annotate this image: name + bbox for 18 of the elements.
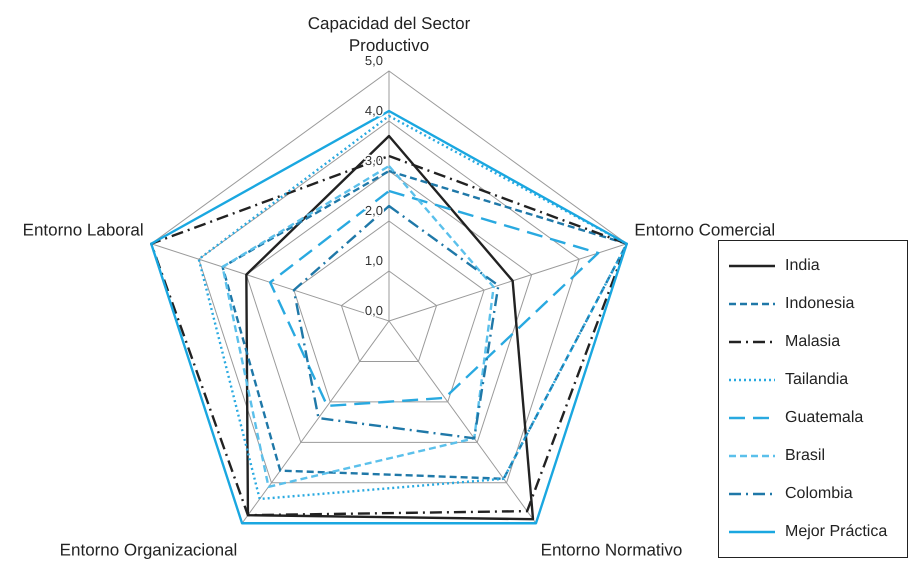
- legend-label: Colombia: [785, 485, 853, 503]
- legend-label: Brasil: [785, 447, 826, 465]
- y-tick-label: 5,0: [364, 53, 383, 68]
- legend-label: Malasia: [785, 333, 840, 351]
- y-tick-label: 4,0: [364, 103, 383, 118]
- spoke-label: Capacidad del Sector Productivo: [308, 14, 471, 55]
- y-tick-label: 1,0: [364, 253, 383, 268]
- y-tick-label: 2,0: [364, 203, 383, 218]
- legend-label: Guatemala: [785, 409, 864, 427]
- spoke-label: Entorno Laboral: [22, 220, 144, 240]
- spoke-label: Entorno Organizacional: [60, 540, 238, 560]
- legend-label: Indonesia: [785, 295, 854, 313]
- spoke-label: Entorno Comercial: [634, 220, 776, 240]
- legend-label: Mejor Práctica: [785, 523, 888, 541]
- y-tick-label: 0,0: [364, 303, 383, 318]
- legend-label: Tailandia: [785, 371, 848, 389]
- legend-label: India: [785, 257, 820, 275]
- spoke-label: Entorno Normativo: [540, 540, 682, 560]
